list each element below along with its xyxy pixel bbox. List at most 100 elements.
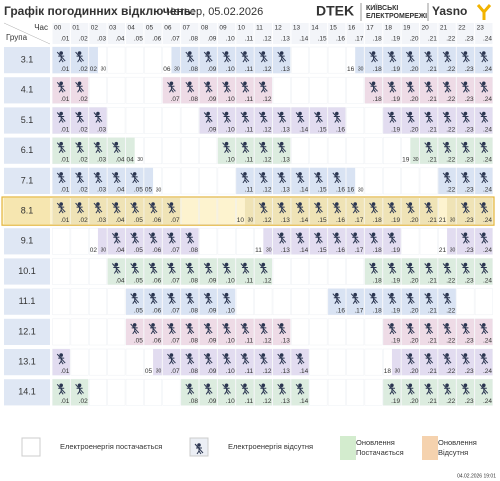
icon-part (75, 112, 84, 123)
icon-part (188, 353, 192, 357)
slot-off (254, 107, 272, 134)
icon-part (279, 232, 284, 237)
slot-off (475, 77, 493, 104)
icon-part (461, 112, 470, 123)
icon-part (390, 202, 394, 206)
hour-start: 13 (293, 25, 301, 32)
outage-icon (75, 111, 84, 123)
slot-end: .22 (446, 187, 455, 194)
icon-part (295, 172, 305, 184)
icon-part (167, 202, 176, 214)
icon-part (390, 51, 394, 55)
slot-end: .22 (446, 398, 455, 405)
icon-part (111, 263, 121, 274)
icon-part (77, 202, 82, 206)
icon-part (295, 383, 305, 395)
slot-off (52, 47, 70, 74)
slot-end: .21 (428, 308, 437, 315)
icon-part (426, 383, 431, 388)
hour-start: 06 (164, 25, 172, 32)
slot-off (107, 137, 125, 164)
slot-half: 30 (248, 218, 254, 224)
slot-end: .08 (189, 277, 198, 284)
brand-yasno: Yasno (432, 4, 467, 18)
icon-part (151, 292, 155, 297)
outage-icon (203, 81, 213, 93)
outage-icon (295, 383, 305, 395)
slot-off (107, 228, 125, 255)
icon-part (445, 323, 449, 327)
hour-end: .17 (354, 36, 363, 43)
icon-part (185, 51, 195, 63)
icon-part (243, 323, 247, 327)
slot-off (309, 167, 328, 194)
slot-end: .11 (245, 157, 254, 164)
slot-end: .11 (245, 96, 254, 103)
icon-part (371, 262, 376, 267)
slot-half: 30 (137, 157, 143, 163)
outage-icon (424, 353, 434, 365)
group-cell (4, 77, 50, 104)
slot-off (52, 349, 70, 376)
slot (272, 258, 291, 285)
corner-time: Час (34, 23, 48, 32)
hour-start: 19 (403, 25, 411, 32)
slot-off (70, 137, 89, 164)
slot-off (438, 258, 456, 285)
icon-part (279, 51, 284, 55)
slot-end: .21 (428, 277, 437, 284)
slot-off (199, 107, 217, 134)
outage-icon (424, 51, 434, 63)
icon-part (442, 172, 452, 184)
icon-part (390, 232, 394, 237)
slot-end: .02 (79, 66, 88, 73)
slot-off (199, 258, 217, 285)
outage-icon (111, 141, 121, 153)
icon-part (148, 202, 158, 214)
hour-header (383, 23, 401, 44)
hour-start: 10 (238, 25, 246, 32)
hour-header (217, 23, 236, 44)
slot-off (309, 228, 328, 255)
icon-part (298, 383, 302, 388)
slot-end: .11 (245, 187, 254, 194)
group-label: 6.1 (21, 145, 34, 155)
icon-part (314, 112, 323, 123)
outage-icon (461, 232, 470, 244)
slot-off (438, 379, 456, 406)
slot-end: .19 (391, 66, 400, 73)
icon-part (56, 112, 66, 123)
slot (162, 167, 181, 195)
icon-part (479, 142, 489, 153)
slot (144, 107, 162, 134)
slot (89, 348, 107, 376)
outage-icon (332, 292, 342, 304)
icon-part (203, 263, 213, 274)
outage-icon (350, 292, 360, 304)
icon-part (277, 353, 287, 365)
slot-end: .14 (299, 217, 308, 224)
icon-part (277, 112, 287, 123)
icon-part (185, 263, 195, 274)
icon-part (479, 232, 489, 244)
icon-part (426, 353, 431, 357)
slot-end: .19 (391, 308, 400, 315)
outage-icon (167, 262, 176, 274)
slot-off (126, 198, 144, 225)
slot (327, 76, 346, 104)
slot-half-off (97, 228, 107, 255)
slot-end: .09 (207, 126, 216, 133)
hour-header (199, 23, 217, 44)
slot (401, 167, 420, 195)
outage-icon (203, 111, 213, 123)
outage-icon (277, 141, 287, 153)
icon-part (442, 81, 452, 93)
slot-end: .05 (134, 277, 143, 284)
icon-part (93, 202, 103, 214)
outage-icon (203, 383, 213, 395)
slot (107, 76, 126, 104)
slot-off (328, 228, 346, 255)
slot (309, 318, 328, 346)
slot (144, 46, 162, 74)
